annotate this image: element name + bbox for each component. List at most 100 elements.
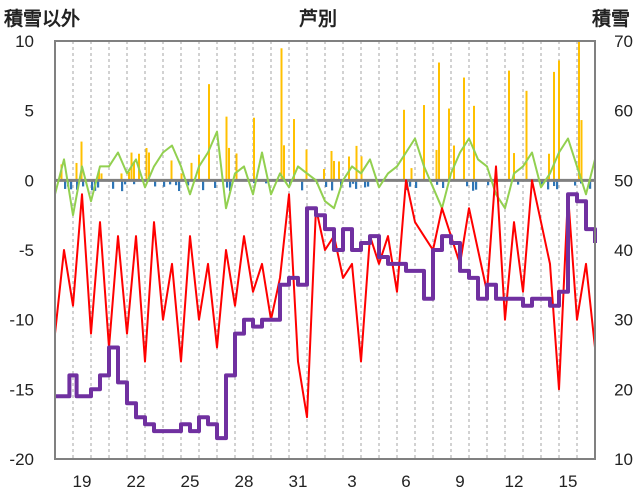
precipitation-bar <box>508 70 510 181</box>
left-tick-label: -10 <box>9 311 34 330</box>
left-tick-label: -5 <box>19 241 34 260</box>
sunshine-bar <box>574 180 577 186</box>
right-tick-label: 50 <box>614 171 633 190</box>
sunshine-bar <box>64 180 67 189</box>
precipitation-bar <box>403 109 405 181</box>
precipitation-bar <box>473 105 475 181</box>
right-tick-label: 70 <box>614 32 633 51</box>
right-axis-ticks: 70 60 50 40 30 20 10 <box>614 32 633 469</box>
precipitation-bar <box>148 152 150 181</box>
precipitation-bar <box>438 62 440 181</box>
sunshine-bar <box>226 180 229 188</box>
plot-frame <box>54 40 596 460</box>
sunshine-bar <box>82 180 85 187</box>
right-axis-label: 積雪 <box>592 7 630 30</box>
sunshine-bar <box>229 180 232 192</box>
sunshine-bar <box>349 180 352 188</box>
series-lines <box>54 130 597 441</box>
x-tick-label: 3 <box>347 472 356 491</box>
sunshine-bar <box>367 180 370 187</box>
grid-lines <box>72 41 578 459</box>
precipitation-bar <box>280 48 283 181</box>
left-tick-label: 5 <box>25 102 34 121</box>
precipitation-bar <box>133 161 135 181</box>
precipitation-bar <box>548 153 550 181</box>
sunshine-bar <box>475 180 478 190</box>
x-axis-ticks: 19 22 25 28 31 3 6 9 12 15 <box>73 472 578 491</box>
sunshine-bar <box>364 180 367 188</box>
x-tick-label: 22 <box>127 472 146 491</box>
precipitation-bar <box>360 156 363 181</box>
precipitation-bar <box>293 119 295 181</box>
sunshine-bar <box>187 180 190 186</box>
precipitation-bar <box>338 161 340 181</box>
sunshine-bar <box>169 180 172 185</box>
left-axis-ticks: 10 5 0 -5 -10 -15 -20 <box>9 32 34 469</box>
precipitation-bar <box>283 145 285 181</box>
x-tick-label: 28 <box>235 472 254 491</box>
precipitation-bar <box>463 77 465 181</box>
sunshine-bar <box>178 180 181 192</box>
sunshine-bar <box>301 180 304 191</box>
precipitation-bar <box>513 153 515 181</box>
sunshine-bar <box>163 180 166 187</box>
precipitation-bar <box>208 84 210 181</box>
precipitation-bar <box>120 173 123 181</box>
precipitation-bar <box>423 105 425 181</box>
left-tick-label: -15 <box>9 380 34 399</box>
precipitation-bar <box>80 141 83 181</box>
precipitation-bar <box>410 168 413 181</box>
right-tick-label: 20 <box>614 380 633 399</box>
x-tick-label: 12 <box>505 472 524 491</box>
precipitation-bar <box>323 168 325 181</box>
sunshine-bar <box>442 180 445 188</box>
sunshine-bar <box>325 180 328 187</box>
snow-depth-line <box>55 192 597 441</box>
sunshine-bar <box>76 180 79 190</box>
precipitation-bar <box>253 117 255 181</box>
sunshine-bar <box>547 180 550 190</box>
left-tick-label: -20 <box>9 450 34 469</box>
precipitation-bar <box>448 108 450 181</box>
left-tick-label: 10 <box>15 32 34 51</box>
precipitation-bar <box>190 162 193 181</box>
sunshine-bar <box>517 180 520 185</box>
precipitation-bar <box>348 156 350 181</box>
sunshine-bar <box>154 180 157 187</box>
sunshine-bar <box>265 180 268 184</box>
left-tick-label: 0 <box>25 171 34 190</box>
sunshine-bar <box>214 180 217 188</box>
precipitation-bar <box>170 160 173 181</box>
left-axis-label: 積雪以外 <box>4 7 80 30</box>
precipitation-bar <box>453 145 455 181</box>
x-tick-label: 15 <box>559 472 578 491</box>
sunshine-bar <box>553 180 556 187</box>
sunshine-bar <box>556 180 559 190</box>
precipitation-bar <box>578 41 580 181</box>
sunshine-bar <box>466 180 469 187</box>
precipitation-bar <box>145 148 148 181</box>
sunshine-bar <box>352 180 355 184</box>
precipitation-bar <box>235 153 238 181</box>
precipitation-bar <box>525 90 528 181</box>
sunshine-bar <box>91 180 94 191</box>
chart-title: 芦別 <box>299 7 337 30</box>
sunshine-bar <box>472 180 475 191</box>
temperature-min-line <box>54 165 596 419</box>
x-tick-label: 9 <box>455 472 464 491</box>
precipitation-bar <box>553 71 555 181</box>
precipitation-bar <box>305 149 308 181</box>
sunshine-bar <box>355 180 358 189</box>
sunshine-bar <box>202 180 205 191</box>
sunshine-bar <box>175 180 178 186</box>
x-tick-label: 6 <box>401 472 410 491</box>
precipitation-bar <box>75 162 78 181</box>
precipitation-bar <box>435 149 438 181</box>
sunshine-bar <box>415 180 418 189</box>
precipitation-bar <box>98 170 100 181</box>
x-tick-label: 25 <box>181 472 200 491</box>
precipitation-bar <box>128 171 130 181</box>
sunshine-bar <box>331 180 334 191</box>
precipitation-bar <box>228 147 230 181</box>
